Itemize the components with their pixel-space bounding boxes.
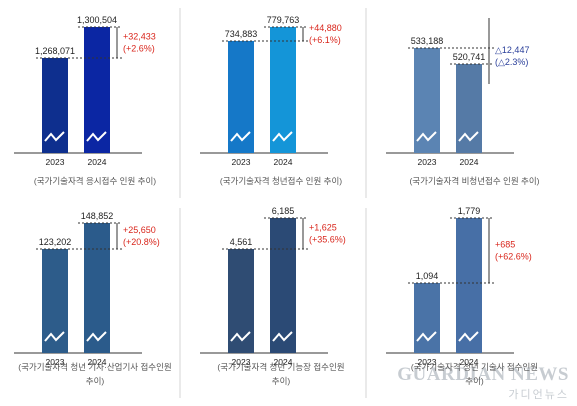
chart-caption: (국가기술자격 청년접수 인원 추이) [219,176,343,186]
caption-line: 추이) [85,376,105,386]
change-pct-label: (△2.3%) [495,57,528,67]
category-label: 2023 [46,157,65,167]
change-abs-label: +32,433 [123,32,156,42]
category-label: 2024 [274,157,293,167]
value-label: 533,188 [411,36,444,46]
axis-break-mark [44,131,65,142]
axis-break-mark [44,331,65,342]
chart-panel-1: 1,268,071 2023 1,300,504 2024 +32,433 (+2.6%) [10,8,181,198]
bar-2023 [42,58,68,153]
bar-2024 [84,223,110,353]
chart-svg: 533,188 2023 520,741 2024 △12,447 (△2.3%) [386,18,529,167]
value-label: 1,268,071 [35,46,75,56]
chart-svg: 4,561 2023 6,185 2024 +1,625 (+35.6%) [200,206,367,398]
axis-break-mark [416,131,437,142]
bar-2024 [270,218,296,353]
value-label: 779,763 [267,15,300,25]
chart-svg: 1,268,071 2023 1,300,504 2024 +32,433 (+2.6%) [14,8,181,198]
category-label: 2024 [88,357,107,367]
change-pct-label: (+6.1%) [309,35,341,45]
category-label: 2023 [418,357,437,367]
bar-2023 [228,249,254,353]
axis-break-mark [230,331,251,342]
change-abs-label: +44,880 [309,23,342,33]
axis-break-mark [416,331,437,342]
change-abs-label: +25,650 [123,225,156,235]
category-label: 2024 [274,357,293,367]
category-label: 2023 [232,357,251,367]
change-abs-label: +685 [495,240,515,250]
change-abs-label: +1,625 [309,223,337,233]
bar-2024 [84,27,110,153]
chart-caption: (국가기술자격 응시접수 인원 추이) [33,176,157,186]
value-label: 734,883 [225,29,258,39]
axis-break-mark [458,331,479,342]
category-label: 2024 [460,357,479,367]
value-label: 4,561 [230,237,253,247]
axis-break-mark [272,331,293,342]
axis-break-mark [458,131,479,142]
axis-break-mark [272,131,293,142]
watermark-ko: 가디언뉴스 [508,389,569,401]
caption-line: (국가기술자격 청년 기술사 접수인원 [410,362,539,372]
bar-2024 [270,27,296,153]
bar-2024 [456,218,482,353]
caption-line: (국가기술자격 청년 기사·산업기사 접수인원 [18,362,172,372]
change-pct-label: (+62.6%) [495,252,532,262]
caption-line: 추이) [465,376,484,386]
value-label: 520,741 [453,52,486,62]
chart-caption: (국가기술자격 비청년접수 인원 추이) [409,176,540,186]
category-label: 2023 [232,157,251,167]
value-label: 6,185 [272,206,295,216]
caption-line: 추이) [271,376,291,386]
value-label: 1,300,504 [77,15,117,25]
axis-break-mark [86,131,107,142]
change-pct-label: (+35.6%) [309,235,346,245]
bar-2023 [228,41,254,153]
change-pct-label: (+20.8%) [123,237,160,247]
chart-panel-3: 533,188 2023 520,741 2024 △12,447 (△2.3%) [382,8,567,198]
watermark-en: GUARDIAN NEWS [397,364,569,385]
axis-break-mark [86,331,107,342]
bar-2023 [414,48,440,153]
bar-2023 [42,249,68,353]
chart-svg: 734,883 2023 779,763 2024 +44,880 (+6.1%) [200,8,367,198]
value-label: 1,094 [416,271,439,281]
change-pct-label: (+2.6%) [123,44,155,54]
bar-2023 [414,283,440,353]
category-label: 2024 [460,157,479,167]
chart-panel-5: 4,561 2023 6,185 2024 +1,625 (+35.6%) [196,206,367,398]
change-abs-label: △12,447 [495,45,529,55]
chart-panel-6: 1,094 2023 1,779 2024 +685 (+62.6%) [382,206,567,398]
category-label: 2023 [418,157,437,167]
chart-svg: 1,094 2023 1,779 2024 +685 (+62.6%) [386,206,532,367]
caption-line: (국가기술자격 청년 기능장 접수인원 [217,362,345,372]
chart-panel-4: 123,202 2023 148,852 2024 +25,650 (+20.8%) [10,208,181,398]
chart-svg: 123,202 2023 148,852 2024 +25,650 (+20.8%) [14,208,181,398]
category-label: 2023 [46,357,65,367]
value-label: 148,852 [81,211,114,221]
value-label: 1,779 [458,206,481,216]
category-label: 2024 [88,157,107,167]
chart-panel-2: 734,883 2023 779,763 2024 +44,880 (+6.1%) [196,8,367,198]
value-label: 123,202 [39,237,72,247]
watermark-logo: GUARDIAN NEWS 가디언뉴스 [397,364,569,402]
axis-break-mark [230,131,251,142]
